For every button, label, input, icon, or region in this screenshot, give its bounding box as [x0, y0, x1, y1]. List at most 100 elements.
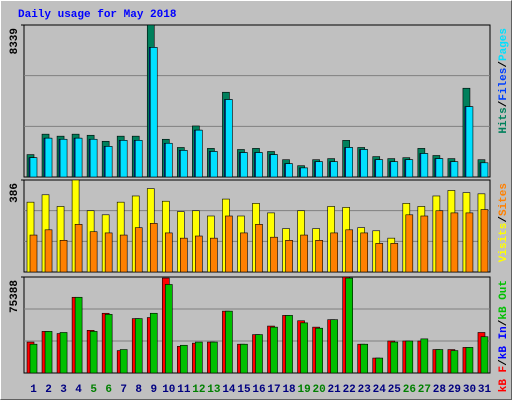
- x-tick-label: 26: [403, 384, 416, 396]
- legend-separator: /: [498, 216, 510, 223]
- bar: [180, 237, 188, 273]
- bar: [390, 243, 399, 273]
- x-tick-label: 13: [207, 384, 221, 396]
- bar: [74, 137, 83, 178]
- bar: [210, 341, 218, 374]
- x-tick-label: 4: [75, 384, 82, 396]
- bar: [420, 215, 429, 273]
- bar: [450, 161, 459, 178]
- bar: [195, 341, 203, 374]
- bar: [240, 232, 248, 273]
- x-tick-label: 15: [237, 384, 251, 396]
- bar: [435, 210, 444, 273]
- bar: [240, 152, 248, 178]
- bar: [435, 158, 444, 178]
- y-tick-label: 75388: [9, 280, 21, 313]
- bar: [255, 224, 263, 273]
- x-tick-label: 27: [418, 384, 431, 396]
- x-tick-label: 5: [90, 384, 97, 396]
- legend-entry: kB Out: [498, 280, 510, 320]
- legend-separator: /: [498, 319, 510, 326]
- bar: [375, 357, 384, 374]
- bar: [104, 314, 113, 374]
- bar: [134, 318, 143, 374]
- x-tick-label: 11: [177, 384, 191, 396]
- bar: [89, 331, 98, 374]
- bar: [300, 322, 308, 374]
- x-tick-label: 18: [282, 384, 296, 396]
- bar: [164, 232, 173, 273]
- bar: [420, 338, 429, 374]
- bar: [465, 106, 474, 178]
- bar: [390, 341, 399, 374]
- x-tick-label: 17: [267, 384, 280, 396]
- bar: [420, 153, 429, 178]
- x-tick-label: 28: [433, 384, 447, 396]
- bar: [180, 150, 188, 178]
- bar: [465, 212, 474, 273]
- bar: [480, 162, 489, 178]
- bar: [345, 229, 353, 273]
- x-tick-label: 9: [150, 384, 157, 396]
- bar: [255, 334, 263, 374]
- y-tick-label: 8339: [9, 28, 21, 54]
- bar: [44, 331, 53, 374]
- bar: [405, 214, 414, 273]
- bar: [210, 151, 218, 178]
- x-tick-label: 25: [388, 384, 402, 396]
- bar: [149, 312, 158, 374]
- bar: [405, 159, 414, 178]
- x-tick-label: 22: [343, 384, 356, 396]
- bar: [119, 140, 128, 178]
- legend: Hits/Files/Pages: [498, 28, 510, 134]
- bar: [180, 344, 188, 374]
- legend-entry: Hits: [498, 107, 510, 133]
- bar: [104, 232, 113, 273]
- bar: [300, 167, 308, 178]
- bar: [360, 343, 369, 374]
- legend: Visits/Sites: [498, 183, 510, 262]
- x-tick-label: 3: [60, 384, 67, 396]
- x-tick-label: 2: [45, 384, 52, 396]
- bar: [44, 229, 53, 273]
- bar: [134, 140, 143, 178]
- bar: [59, 332, 68, 374]
- bar: [375, 159, 384, 178]
- bar: [330, 232, 338, 273]
- x-tick-label: 10: [162, 384, 175, 396]
- bar: [74, 224, 83, 273]
- y-tick-label: 386: [9, 183, 21, 203]
- bar: [270, 154, 278, 178]
- x-tick-label: 30: [463, 384, 476, 396]
- x-tick-label: 20: [313, 384, 326, 396]
- legend-entry: Pages: [498, 28, 510, 61]
- x-tick-label: 23: [358, 384, 372, 396]
- bar: [149, 223, 158, 273]
- bar: [285, 240, 293, 273]
- x-tick-label: 16: [252, 384, 265, 396]
- chart-title: Daily usage for May 2018: [18, 9, 177, 21]
- legend: kB F/kB In/kB Out: [498, 280, 510, 392]
- bar: [89, 138, 98, 178]
- bar: [255, 152, 263, 178]
- bar: [330, 319, 338, 374]
- bar: [74, 296, 83, 374]
- bar: [89, 231, 98, 273]
- bar: [59, 240, 68, 273]
- bar: [405, 340, 414, 374]
- bar: [134, 227, 143, 273]
- x-tick-label: 1: [30, 384, 37, 396]
- x-tick-label: 21: [328, 384, 342, 396]
- x-tick-label: 19: [297, 384, 310, 396]
- bar: [480, 336, 489, 374]
- x-tick-label: 24: [373, 384, 387, 396]
- bar: [44, 137, 53, 178]
- bar: [285, 315, 293, 374]
- bar: [330, 161, 338, 178]
- bar: [360, 232, 369, 273]
- legend-separator: /: [498, 100, 510, 107]
- bar: [300, 234, 308, 273]
- legend-entry: Files: [498, 68, 510, 101]
- bar: [390, 161, 399, 178]
